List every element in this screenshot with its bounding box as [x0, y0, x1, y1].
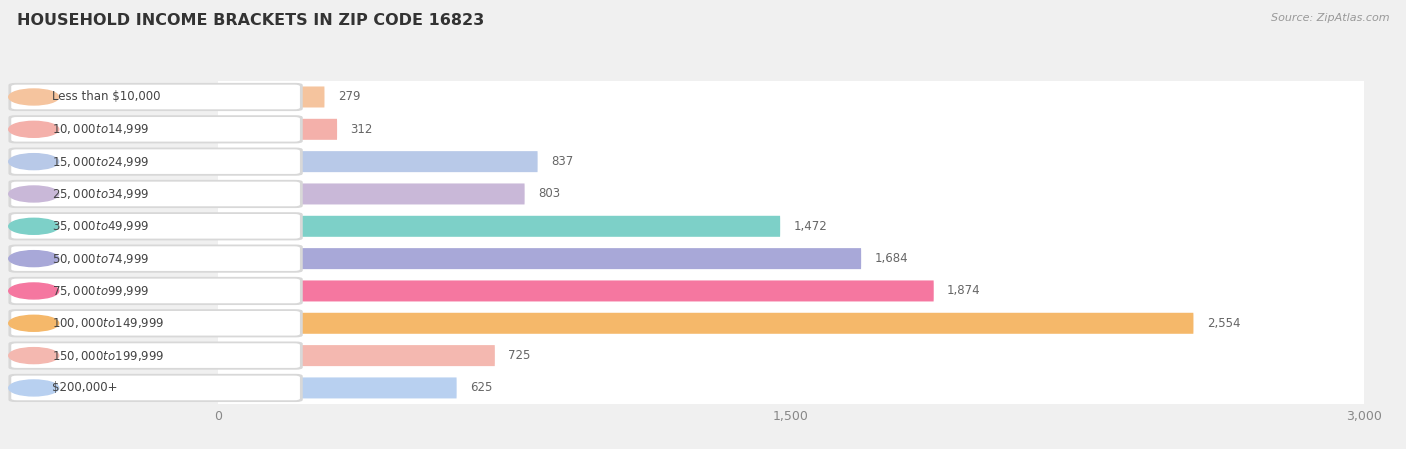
Text: 279: 279 [337, 91, 360, 103]
FancyBboxPatch shape [218, 313, 1194, 334]
Bar [218, 242, 1364, 275]
Text: 837: 837 [551, 155, 574, 168]
FancyBboxPatch shape [218, 151, 537, 172]
Bar [218, 339, 1364, 372]
Text: 2,554: 2,554 [1206, 317, 1240, 330]
FancyBboxPatch shape [218, 216, 780, 237]
FancyBboxPatch shape [218, 345, 495, 366]
FancyBboxPatch shape [218, 378, 457, 398]
Bar [218, 81, 1364, 113]
Bar [218, 275, 1364, 307]
Text: $35,000 to $49,999: $35,000 to $49,999 [52, 219, 149, 233]
Text: $150,000 to $199,999: $150,000 to $199,999 [52, 348, 165, 363]
Text: Less than $10,000: Less than $10,000 [52, 91, 160, 103]
FancyBboxPatch shape [218, 281, 934, 301]
FancyBboxPatch shape [218, 248, 860, 269]
Text: 312: 312 [350, 123, 373, 136]
Text: $200,000+: $200,000+ [52, 382, 118, 394]
FancyBboxPatch shape [218, 119, 337, 140]
Text: Source: ZipAtlas.com: Source: ZipAtlas.com [1271, 13, 1389, 23]
Bar [218, 145, 1364, 178]
Text: $75,000 to $99,999: $75,000 to $99,999 [52, 284, 149, 298]
Bar [218, 113, 1364, 145]
FancyBboxPatch shape [218, 87, 325, 107]
Text: 725: 725 [508, 349, 530, 362]
Text: $10,000 to $14,999: $10,000 to $14,999 [52, 122, 149, 136]
Bar [218, 307, 1364, 339]
Bar [218, 210, 1364, 242]
Text: 625: 625 [470, 382, 492, 394]
FancyBboxPatch shape [218, 184, 524, 204]
Text: 1,874: 1,874 [948, 285, 981, 297]
Text: $25,000 to $34,999: $25,000 to $34,999 [52, 187, 149, 201]
Text: $50,000 to $74,999: $50,000 to $74,999 [52, 251, 149, 266]
Bar [218, 178, 1364, 210]
Text: 803: 803 [538, 188, 560, 200]
Text: 1,472: 1,472 [793, 220, 827, 233]
Text: $15,000 to $24,999: $15,000 to $24,999 [52, 154, 149, 169]
Text: HOUSEHOLD INCOME BRACKETS IN ZIP CODE 16823: HOUSEHOLD INCOME BRACKETS IN ZIP CODE 16… [17, 13, 484, 28]
Bar [218, 372, 1364, 404]
Text: 1,684: 1,684 [875, 252, 908, 265]
Text: $100,000 to $149,999: $100,000 to $149,999 [52, 316, 165, 330]
